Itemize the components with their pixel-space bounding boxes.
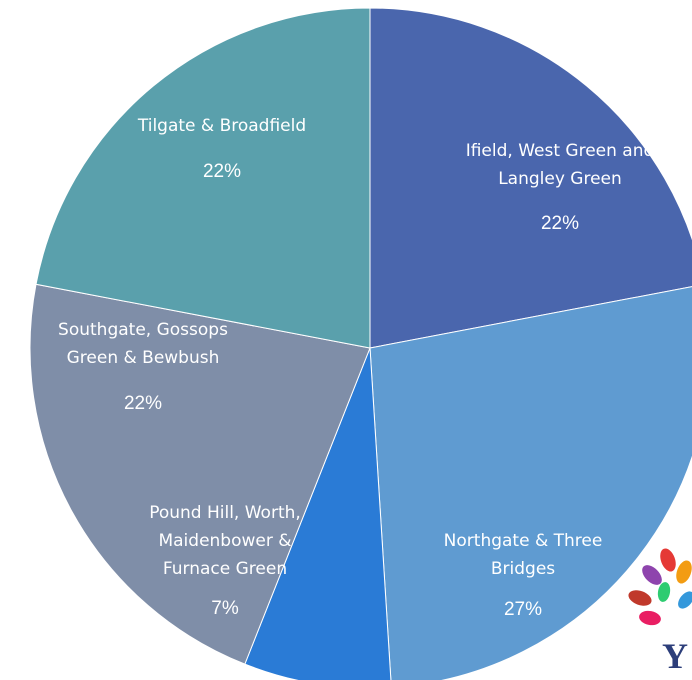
value-label: 27% xyxy=(503,599,543,620)
slice-label: Southgate, Gossops Green & Bewbush xyxy=(58,320,228,368)
pie-slice xyxy=(29,283,371,665)
value-label: 7% xyxy=(211,598,239,619)
value-label: 22% xyxy=(123,393,163,414)
pie-slice xyxy=(369,7,692,349)
pie-slice xyxy=(244,347,392,680)
value-label: 22% xyxy=(540,213,580,234)
value-label: 22% xyxy=(202,161,242,182)
logo-letter: Y xyxy=(662,636,688,676)
pie-slice xyxy=(35,7,371,349)
logo: Y xyxy=(628,548,692,676)
slice-label: Pound Hill, Worth, Maidenbower & Furnace… xyxy=(149,503,301,579)
slice-label: Tilgate & Broadfield xyxy=(137,116,307,136)
slice-label: Northgate & Three Bridges xyxy=(443,531,603,579)
slice-label: Ifield, West Green and Langley Green xyxy=(465,141,655,189)
pie-slice xyxy=(369,286,692,680)
